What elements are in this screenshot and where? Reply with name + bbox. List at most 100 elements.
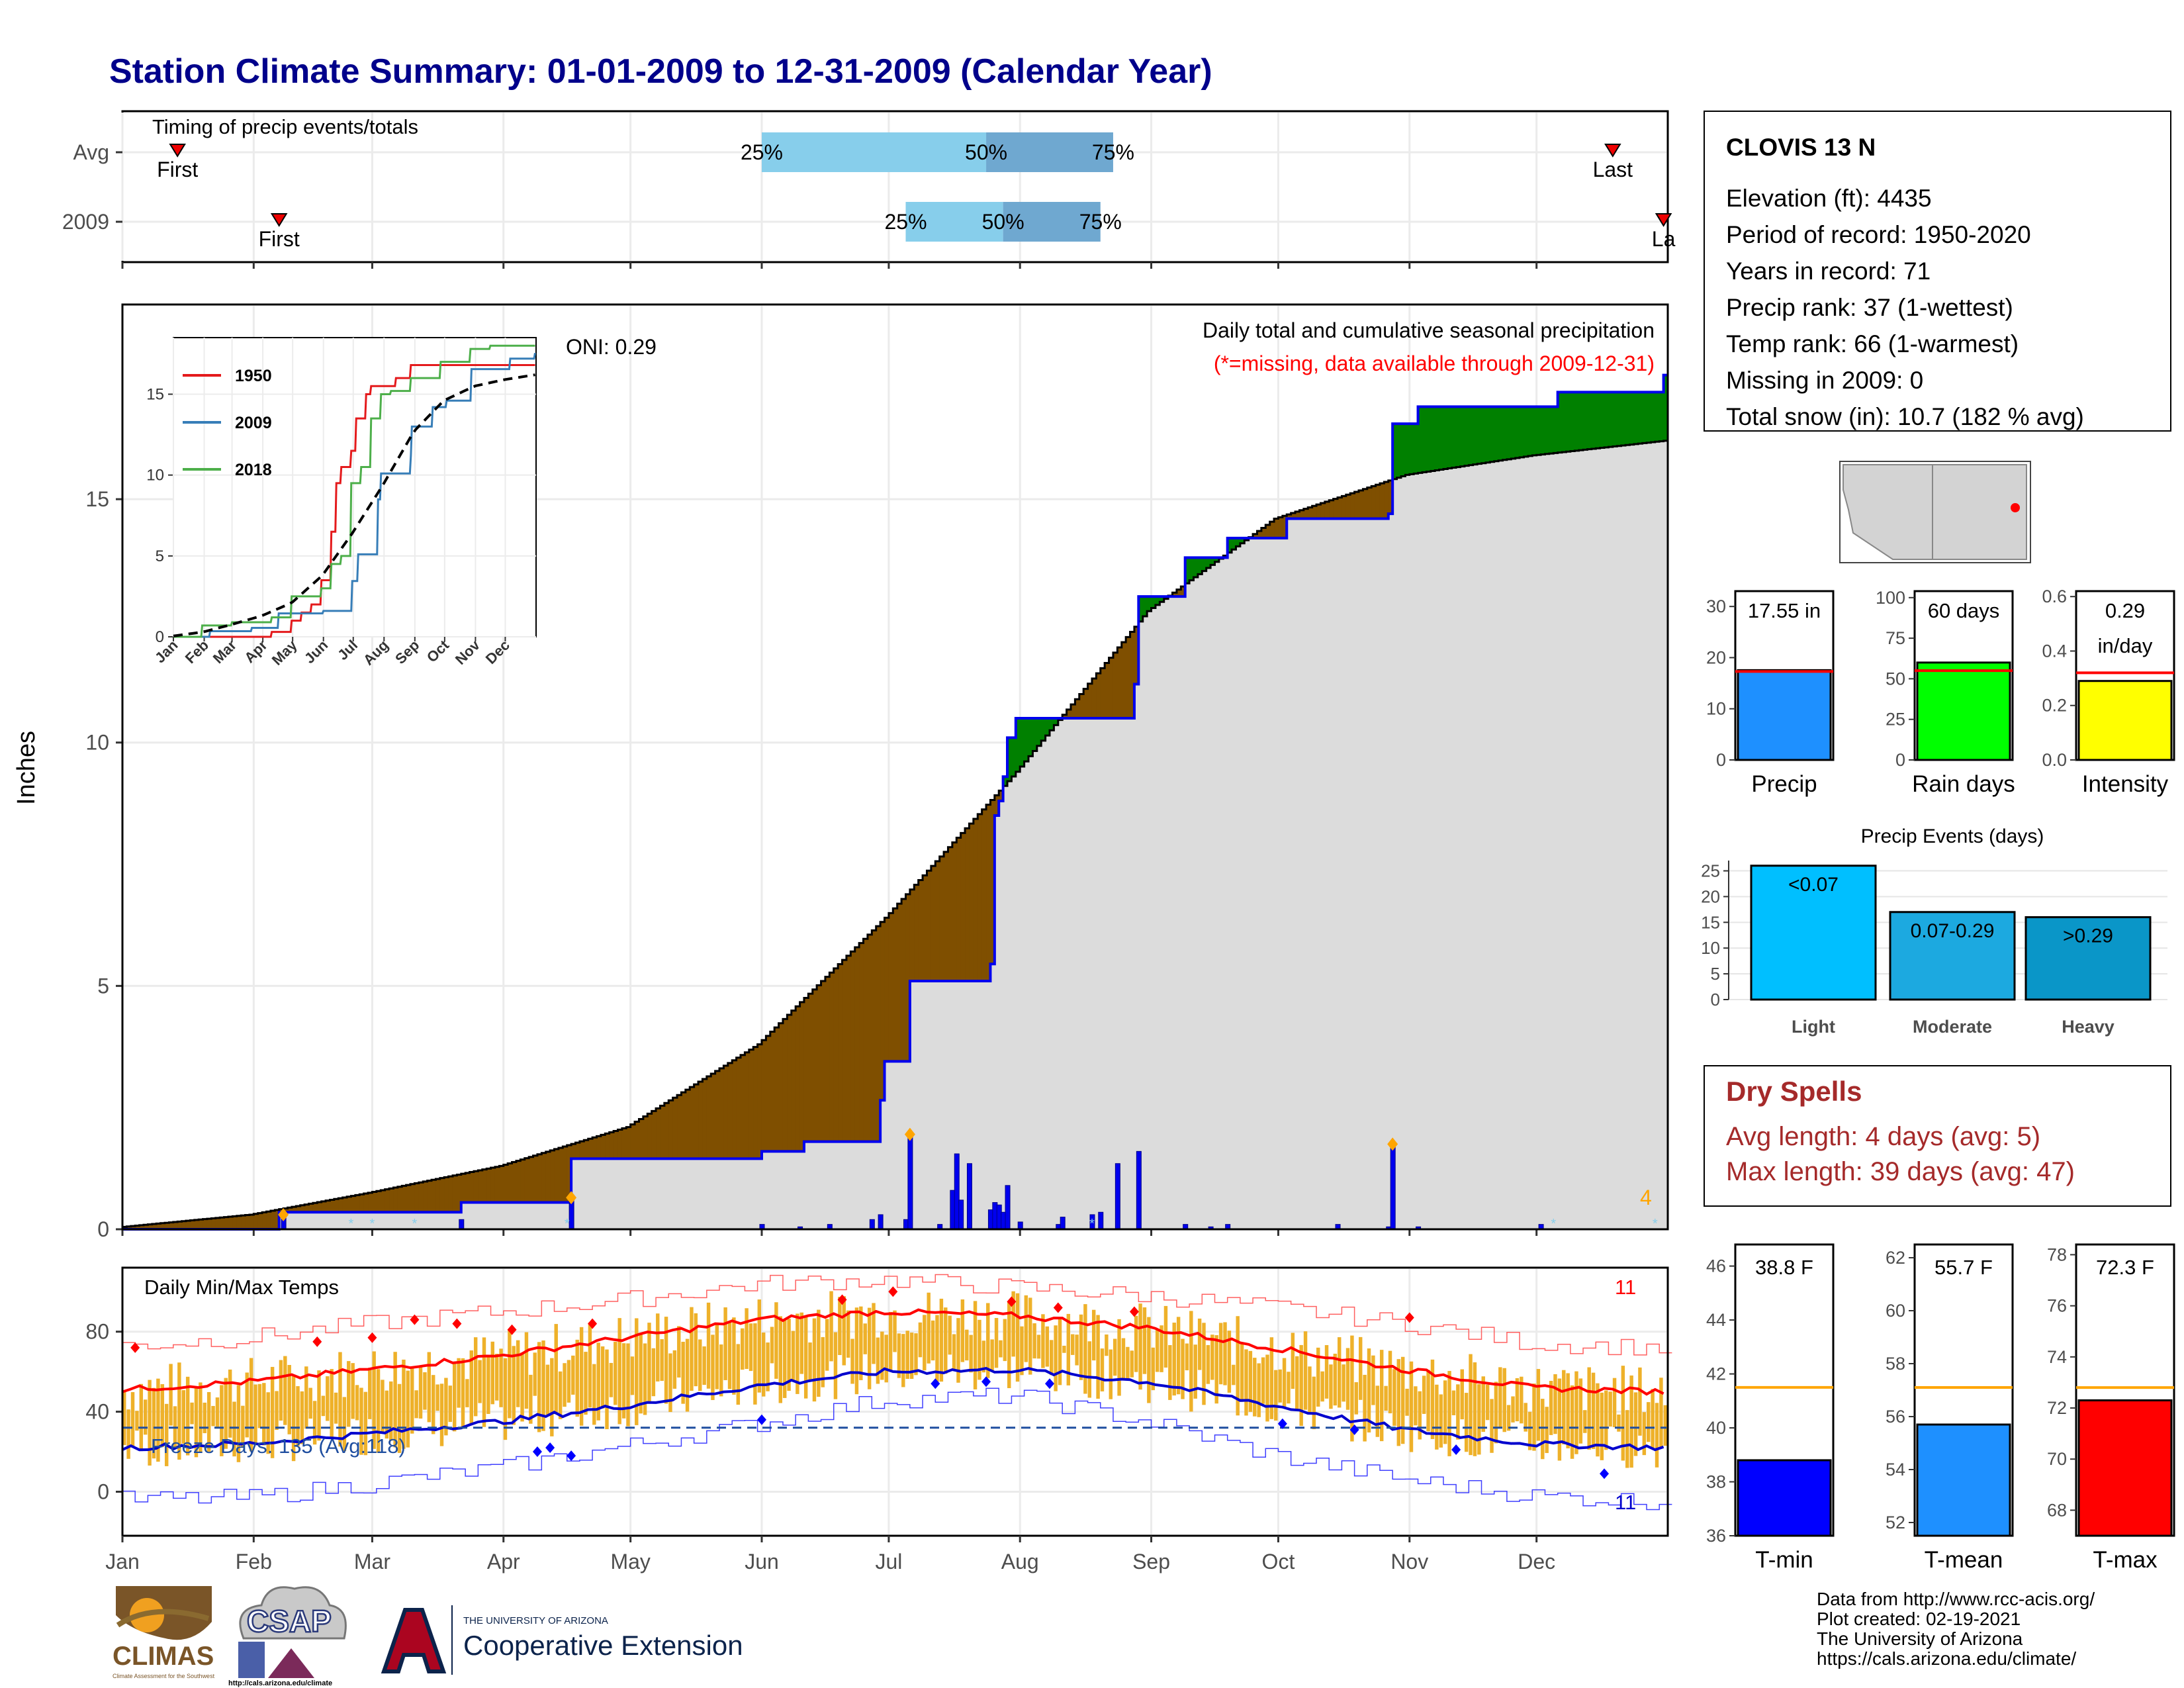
summary-ytick-label: 78 bbox=[2047, 1244, 2067, 1264]
daily-temp-bar bbox=[338, 1352, 342, 1447]
daily-temp-bar bbox=[770, 1327, 774, 1364]
daily-temp-bar bbox=[1105, 1334, 1109, 1356]
daily-temp-bar bbox=[308, 1387, 312, 1419]
month-xtick-label: Jan bbox=[105, 1550, 140, 1573]
daily-temp-bar bbox=[1490, 1399, 1494, 1453]
precip-difference-segment bbox=[512, 1162, 517, 1203]
precip-difference-segment bbox=[1020, 718, 1025, 767]
temp-ytick-label: 40 bbox=[85, 1400, 109, 1424]
daily-temp-bar bbox=[1400, 1356, 1405, 1444]
precip-difference-segment bbox=[605, 1133, 610, 1159]
precip-difference-segment bbox=[690, 1087, 695, 1159]
daily-temp-bar bbox=[1625, 1410, 1629, 1468]
precip-difference-segment bbox=[516, 1160, 521, 1203]
timing-grid bbox=[121, 113, 1666, 261]
inset-ytick-label: 15 bbox=[146, 386, 164, 404]
precip-difference-segment bbox=[291, 1207, 296, 1213]
precip-difference-segment bbox=[402, 1186, 407, 1213]
temp-summary-panels: 36 38 40 42 44 46 38.8 F T-min 52 54 56 58 60 62 55.7 … bbox=[1706, 1243, 2175, 1573]
precip-difference-segment bbox=[596, 1136, 602, 1159]
precip-difference-segment bbox=[901, 898, 907, 1062]
precip-difference-segment bbox=[719, 1068, 725, 1159]
temp-plot: 0 40 80 bbox=[85, 1274, 1672, 1511]
daily-temp-bar bbox=[914, 1333, 918, 1376]
summary-value-bar bbox=[2077, 1399, 2173, 1537]
daily-temp-bar bbox=[1418, 1391, 1422, 1440]
daily-temp-bar bbox=[190, 1402, 194, 1425]
daily-temp-bar bbox=[406, 1370, 410, 1448]
precip-difference-segment bbox=[647, 1113, 653, 1159]
daily-temp-bar bbox=[778, 1316, 783, 1403]
precip-difference-segment bbox=[584, 1140, 589, 1159]
precip-difference-segment bbox=[1477, 406, 1482, 464]
daily-temp-bar bbox=[287, 1365, 291, 1434]
daily-temp-bar bbox=[1371, 1355, 1375, 1405]
precip-difference-segment bbox=[1621, 392, 1626, 445]
daily-temp-bar bbox=[1142, 1307, 1147, 1374]
precip-difference-segment bbox=[1633, 392, 1639, 444]
dry-spells-frame bbox=[1704, 1065, 2171, 1207]
precip-difference-segment bbox=[796, 1006, 801, 1152]
precip-difference-segment bbox=[418, 1182, 424, 1213]
precip-difference-segment bbox=[494, 1166, 500, 1203]
daily-temp-bar bbox=[745, 1308, 749, 1370]
daily-temp-bar bbox=[1541, 1399, 1545, 1460]
precip-difference-segment bbox=[1651, 392, 1656, 443]
daily-temp-bar bbox=[1345, 1348, 1350, 1410]
timing-bar-25-50 bbox=[905, 202, 1003, 242]
daily-temp-bar bbox=[397, 1383, 402, 1453]
daily-temp-bar bbox=[270, 1366, 275, 1458]
daily-temp-bar bbox=[1244, 1349, 1248, 1416]
daily-temp-bar bbox=[1032, 1323, 1036, 1359]
daily-temp-bar bbox=[1359, 1336, 1363, 1400]
precip-difference-segment bbox=[300, 1205, 305, 1213]
precip-difference-segment bbox=[939, 856, 944, 982]
daily-temp-bar bbox=[1524, 1403, 1527, 1432]
summary-ytick-label: 58 bbox=[1886, 1354, 1905, 1374]
precip-panel: 0 5 10 15 * * * * * * * Inches Daily total and cum… bbox=[13, 303, 1669, 1241]
timing-marker-label: Last bbox=[1593, 158, 1633, 181]
temp-top-count: 11 bbox=[1615, 1276, 1636, 1299]
daily-temp-bar bbox=[643, 1343, 647, 1415]
csap-logo-text: CSAP bbox=[247, 1604, 332, 1638]
precip-difference-segment bbox=[444, 1177, 449, 1213]
daily-temp-bar bbox=[1578, 1378, 1583, 1444]
daily-temp-bar bbox=[363, 1391, 368, 1456]
daily-temp-bar bbox=[279, 1360, 283, 1421]
timing-pct-label: 75% bbox=[1079, 210, 1122, 234]
precip-difference-segment bbox=[664, 1103, 669, 1159]
daily-temp-bar bbox=[389, 1381, 393, 1441]
ua-a-icon bbox=[381, 1608, 447, 1673]
precip-difference-segment bbox=[499, 1166, 504, 1203]
ua-big-text: Cooperative Extension bbox=[463, 1630, 743, 1661]
daily-temp-bar bbox=[782, 1320, 787, 1398]
daily-temp-bar bbox=[986, 1303, 990, 1378]
record-low-marker-icon bbox=[981, 1376, 991, 1387]
average-cumulative-area bbox=[122, 440, 1668, 1229]
temp-title: Daily Min/Max Temps bbox=[144, 1276, 339, 1299]
precip-difference-segment bbox=[635, 1121, 640, 1159]
daily-temp-bar bbox=[617, 1318, 621, 1425]
precip-difference-segment bbox=[1189, 557, 1195, 581]
daily-temp-bar bbox=[524, 1332, 529, 1409]
daily-temp-bar bbox=[685, 1338, 690, 1412]
precip-difference-segment bbox=[283, 1208, 289, 1213]
daily-temp-bar bbox=[1354, 1382, 1359, 1415]
daily-precip-bar bbox=[907, 1134, 913, 1230]
daily-temp-bar bbox=[1570, 1385, 1574, 1459]
snow-icon: * bbox=[412, 1217, 418, 1231]
precip-difference-segment bbox=[173, 1221, 178, 1229]
record-low-marker-icon bbox=[1451, 1444, 1461, 1456]
precip-difference-segment bbox=[905, 894, 911, 1062]
snow-icon: * bbox=[370, 1217, 375, 1231]
precip-difference-segment bbox=[1202, 557, 1207, 571]
daily-temp-bar bbox=[181, 1390, 185, 1444]
precip-difference-segment bbox=[545, 1151, 551, 1203]
precip-difference-segment bbox=[1409, 424, 1414, 475]
precip-difference-segment bbox=[439, 1178, 445, 1213]
daily-temp-bar bbox=[736, 1344, 741, 1405]
precip-difference-segment bbox=[206, 1219, 212, 1229]
precip-difference-segment bbox=[558, 1147, 563, 1203]
daily-temp-bar bbox=[918, 1322, 923, 1358]
daily-temp-bar bbox=[635, 1318, 639, 1425]
